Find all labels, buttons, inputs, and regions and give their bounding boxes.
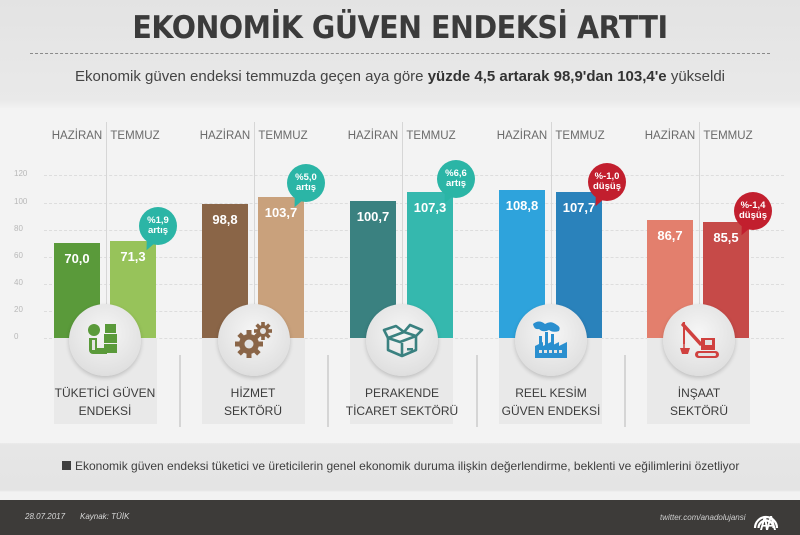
month-label-june: HAZİRAN — [347, 130, 399, 142]
change-word: artış — [445, 178, 467, 189]
month-label-july: TEMMUZ — [258, 130, 308, 142]
group-label: PERAKENDE TİCARET SEKTÖRÜ — [337, 384, 467, 420]
month-label-july: TEMMUZ — [110, 130, 160, 142]
twitter-link[interactable]: twitter.com/anadolujansi — [660, 513, 746, 522]
title-divider — [30, 53, 770, 54]
change-word: artış — [295, 182, 317, 193]
group-separator — [327, 355, 329, 427]
group-label-line: İNŞAAT — [677, 386, 721, 400]
group-label: TÜKETİCİ GÜVEN ENDEKSİ — [40, 384, 170, 420]
group-separator — [476, 355, 478, 427]
footer: 28.07.2017 Kaynak: TÜİK twitter.com/anad… — [0, 500, 800, 535]
change-badge: %-1,0 düşüş — [588, 163, 626, 201]
subtitle-text: Ekonomik güven endeksi temmuzda geçen ay… — [74, 68, 428, 85]
change-badge: %5,0 artış — [287, 164, 325, 202]
bar-value: 98,8 — [212, 212, 238, 227]
bullet-square-icon — [62, 461, 71, 470]
group-label-line: TÜKETİCİ GÜVEN — [54, 386, 156, 400]
change-value: %-1,0 — [594, 171, 620, 182]
gears-icon — [218, 304, 290, 376]
group-label-line: HİZMET — [230, 386, 276, 400]
month-separator — [551, 122, 552, 340]
change-badge: %-1,4 düşüş — [734, 192, 772, 230]
group-label-line: ENDEKSİ — [78, 404, 132, 418]
open-box-icon — [366, 304, 438, 376]
data-source: Kaynak: TÜİK — [80, 512, 130, 521]
group-label-line: REEL KESİM — [515, 386, 587, 400]
change-badge: %1,9 artış — [139, 207, 177, 245]
month-label-july: TEMMUZ — [555, 130, 605, 142]
month-separator — [402, 122, 403, 340]
subtitle-highlight: yüzde 4,5 artarak 98,9'dan 103,4'e — [427, 68, 667, 85]
gridline — [44, 175, 784, 176]
y-tick: 40 — [14, 278, 23, 287]
group-separator — [179, 355, 181, 427]
group-label-line: SEKTÖRÜ — [669, 404, 728, 418]
bar-value: 108,8 — [505, 198, 539, 213]
month-separator — [106, 122, 107, 340]
y-tick: 100 — [14, 197, 28, 206]
bar-value: 107,3 — [413, 200, 447, 215]
group-label-line: TİCARET SEKTÖRÜ — [345, 404, 459, 418]
month-label-july: TEMMUZ — [406, 130, 456, 142]
change-value: %5,0 — [295, 172, 317, 183]
change-value: %1,9 — [147, 215, 169, 226]
crane-icon — [663, 304, 735, 376]
change-value: %-1,4 — [740, 200, 766, 211]
change-word: düşüş — [593, 181, 621, 192]
month-label-july: TEMMUZ — [703, 130, 753, 142]
y-tick: 60 — [14, 251, 23, 260]
publish-date: 28.07.2017 — [25, 512, 66, 521]
group-label-line: SEKTÖRÜ — [223, 404, 282, 418]
bar-value: 107,7 — [562, 200, 596, 215]
page-title: EKONOMİK GÜVEN ENDEKSİ ARTTI — [132, 10, 668, 46]
change-word: artış — [147, 225, 169, 236]
factory-icon — [515, 304, 587, 376]
anadolu-agency-logo-icon — [753, 515, 779, 530]
group-label: İNŞAAT SEKTÖRÜ — [634, 384, 764, 420]
group-label: HİZMET SEKTÖRÜ — [188, 384, 318, 420]
footnote-text: Ekonomik güven endeksi tüketici ve üreti… — [75, 459, 740, 473]
y-tick: 20 — [14, 305, 23, 314]
bar-value: 71,3 — [120, 249, 146, 264]
y-tick: 80 — [14, 224, 23, 233]
group-label-line: GÜVEN ENDEKSİ — [501, 404, 601, 418]
bar-value: 70,0 — [64, 251, 90, 266]
consumer-boxes-icon — [69, 304, 141, 376]
month-label-june: HAZİRAN — [199, 130, 251, 142]
footnote: Ekonomik güven endeksi tüketici ve üreti… — [62, 459, 739, 473]
bar-value: 103,7 — [264, 205, 298, 220]
month-label-june: HAZİRAN — [51, 130, 103, 142]
change-word: düşüş — [739, 210, 767, 221]
month-separator — [254, 122, 255, 340]
y-tick: 120 — [14, 169, 28, 178]
subtitle-text-end: yükseldi — [666, 68, 726, 85]
group-label-line: PERAKENDE — [364, 386, 440, 400]
bar-value: 86,7 — [657, 228, 683, 243]
month-label-june: HAZİRAN — [496, 130, 548, 142]
bar-value: 100,7 — [356, 209, 390, 224]
group-separator — [624, 355, 626, 427]
group-label: REEL KESİM GÜVEN ENDEKSİ — [486, 384, 616, 420]
month-separator — [699, 122, 700, 340]
change-value: %6,6 — [445, 168, 467, 179]
y-tick: 0 — [14, 332, 19, 341]
bar-value: 85,5 — [713, 230, 739, 245]
change-badge: %6,6 artış — [437, 160, 475, 198]
month-label-june: HAZİRAN — [644, 130, 696, 142]
subtitle: Ekonomik güven endeksi temmuzda geçen ay… — [0, 68, 800, 85]
